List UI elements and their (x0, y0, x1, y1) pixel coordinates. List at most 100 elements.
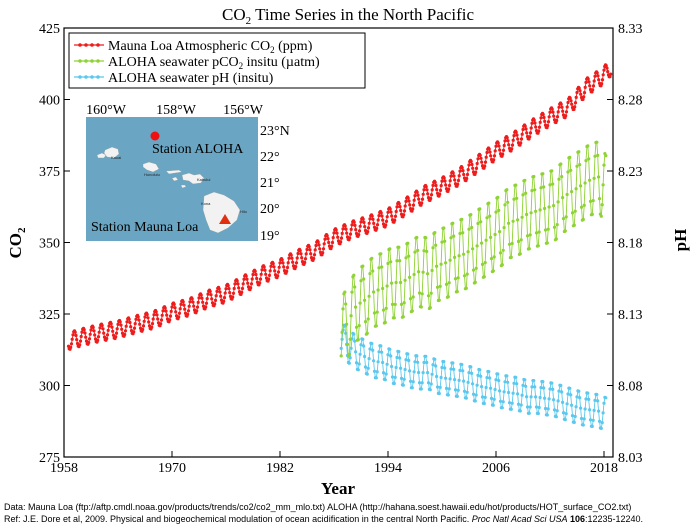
co2-point (367, 221, 371, 225)
co2-point (100, 323, 104, 328)
ph-point (434, 364, 438, 368)
co2-point (560, 105, 564, 109)
ph-point (507, 401, 512, 405)
ph-point (461, 369, 465, 373)
pco2-point (566, 170, 570, 174)
co2-point (190, 297, 194, 301)
co2-point (89, 328, 93, 332)
co2-point (458, 169, 462, 173)
co2-point (461, 169, 465, 173)
ph-point (597, 409, 601, 413)
pco2-point (453, 277, 458, 281)
series-aloha-pco2 (339, 140, 608, 358)
pco2-point (357, 324, 361, 328)
ph-point (525, 405, 530, 409)
co2-point (132, 326, 137, 330)
co2-point (371, 217, 375, 221)
pco2-point (433, 231, 437, 235)
pco2-point (440, 240, 444, 244)
ph-point (439, 375, 443, 380)
y-left-tick-label: 375 (39, 165, 60, 180)
ph-point (591, 418, 595, 422)
co2-point (163, 306, 167, 310)
ph-point (377, 350, 381, 354)
ph-point (361, 337, 365, 341)
co2-point (102, 331, 106, 335)
ph-point (442, 360, 446, 364)
pco2-point (460, 217, 464, 221)
co2-point (204, 301, 209, 305)
co2-point (250, 277, 254, 281)
pco2-point (541, 172, 545, 176)
pco2-point (425, 249, 429, 254)
co2-point (336, 235, 340, 239)
series-aloha-ph (339, 323, 608, 430)
co2-point (358, 224, 362, 228)
co2-point (204, 305, 208, 309)
map-lat-label-20: 20° (260, 202, 280, 217)
co2-point (582, 91, 587, 95)
pco2-point (536, 244, 540, 248)
co2-point (569, 99, 573, 103)
co2-point (258, 277, 263, 281)
co2-point (363, 225, 367, 229)
ph-point (510, 401, 514, 405)
map-town-kona: Kona (201, 201, 211, 206)
pco2-point (469, 213, 473, 217)
pco2-point (564, 215, 568, 219)
ph-point (433, 357, 437, 361)
pco2-point (507, 221, 511, 225)
ph-point (417, 370, 421, 375)
pco2-point (590, 212, 594, 216)
footer-ref-journal: Proc Natl Acad Sci USA (471, 514, 568, 524)
co2-point (480, 160, 484, 164)
co2-point (196, 300, 200, 304)
pco2-point (548, 183, 552, 187)
co2-point (533, 121, 537, 125)
co2-point (528, 131, 533, 135)
y-right-tick-label: 8.08 (618, 380, 643, 395)
co2-point (281, 261, 285, 265)
co2-point (406, 196, 410, 200)
ph-point (435, 374, 439, 379)
ph-point (494, 378, 498, 382)
co2-point (474, 166, 479, 170)
co2-point (331, 236, 335, 240)
co2-point (142, 319, 146, 323)
co2-point (582, 95, 586, 99)
ph-point (482, 401, 486, 406)
co2-point (152, 313, 156, 317)
pco2-point (362, 277, 366, 281)
ph-point (449, 367, 453, 371)
co2-point (385, 215, 389, 219)
co2-point (512, 134, 516, 138)
ph-point (358, 352, 362, 356)
pco2-point (383, 320, 387, 325)
co2-point (276, 270, 281, 274)
ph-point (506, 380, 510, 384)
pco2-point (552, 225, 557, 229)
co2-point (87, 340, 91, 345)
co2-point (124, 324, 128, 328)
ph-point (547, 397, 551, 401)
ph-point (430, 372, 434, 376)
co2-point (583, 85, 587, 89)
co2-point (223, 291, 227, 295)
ph-point (551, 387, 555, 391)
inset-map: 160°W 158°W 156°W Kauai Honolulu Kahului… (86, 103, 290, 244)
pco2-point (415, 235, 419, 240)
co2-point (565, 105, 569, 109)
pco2-point (426, 272, 430, 276)
co2-point (294, 261, 299, 265)
co2-point (119, 323, 123, 327)
pco2-point (453, 255, 457, 259)
ph-point (370, 342, 374, 346)
co2-point (602, 68, 606, 72)
co2-point (566, 100, 570, 105)
footer-data-sources: Data: Mauna Loa (ftp://aftp.cmdl.noaa.go… (4, 502, 632, 512)
ph-point (568, 386, 572, 390)
co2-point (388, 207, 392, 211)
legend-box (68, 32, 366, 89)
ph-point (408, 379, 413, 383)
pco2-point (341, 307, 345, 311)
